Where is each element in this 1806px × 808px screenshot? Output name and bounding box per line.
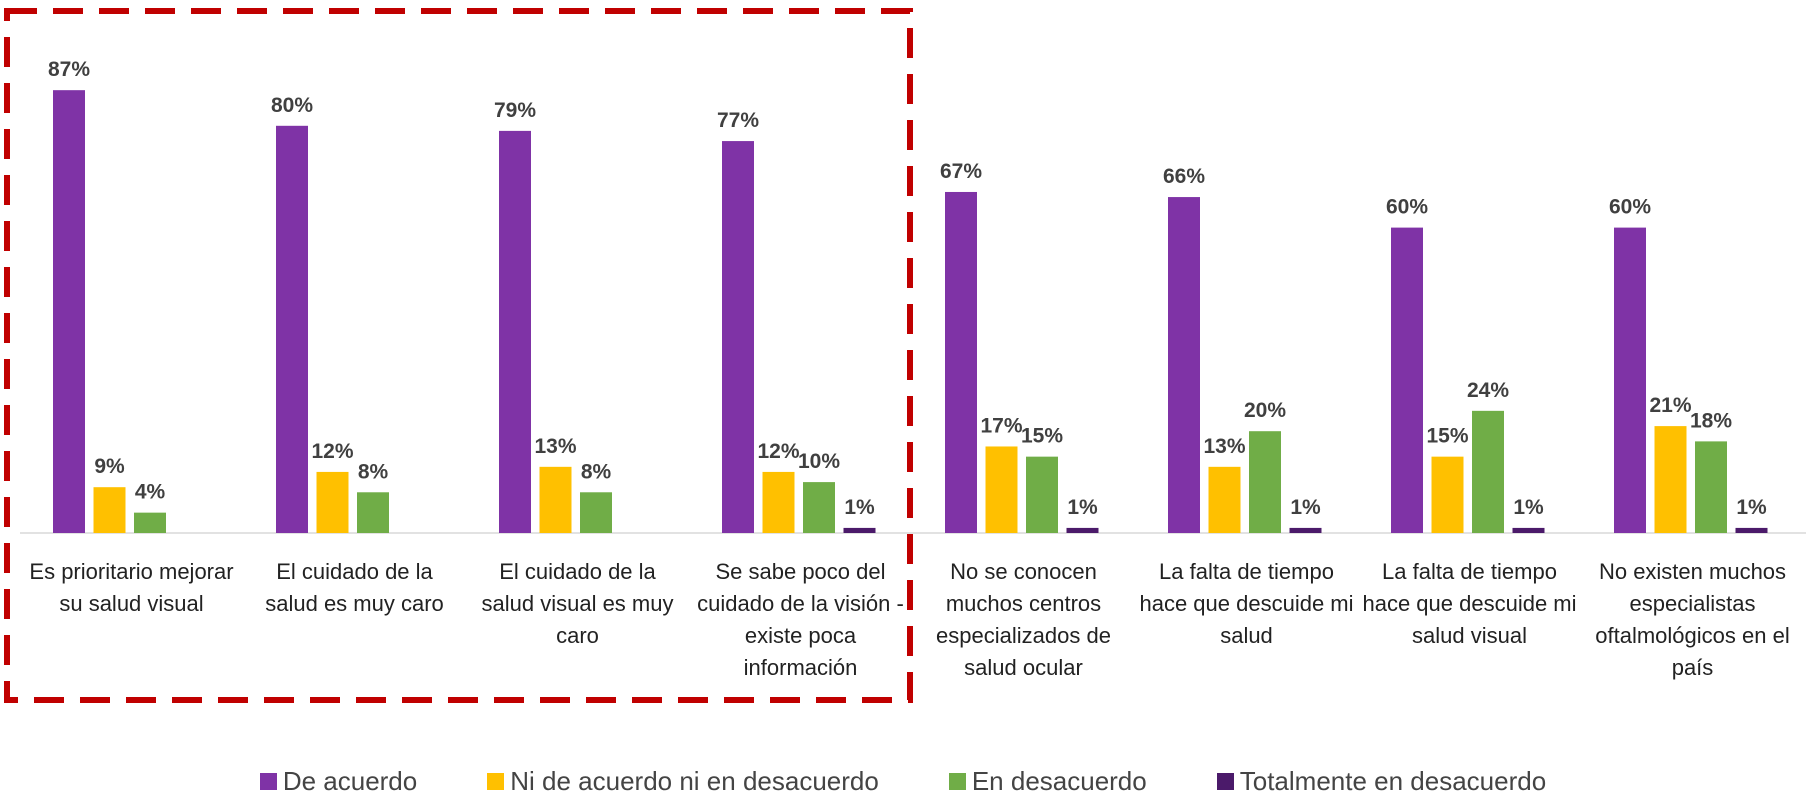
data-label: 21% bbox=[1649, 394, 1691, 417]
legend-swatch bbox=[948, 773, 966, 790]
data-label: 4% bbox=[135, 481, 166, 504]
bar bbox=[1249, 431, 1281, 533]
data-label: 15% bbox=[1426, 425, 1468, 448]
bar bbox=[580, 492, 612, 533]
bar bbox=[93, 487, 126, 533]
data-label: 79% bbox=[494, 99, 536, 122]
bar bbox=[945, 191, 977, 533]
legend-swatch bbox=[259, 773, 277, 790]
bar bbox=[539, 466, 572, 533]
bar bbox=[843, 527, 876, 533]
x-tick-label: La falta de tiempo hace que descuide mi … bbox=[1139, 559, 1354, 648]
data-label: 66% bbox=[1163, 165, 1205, 188]
legend-label: En desacuerdo bbox=[971, 766, 1147, 796]
data-label: 24% bbox=[1467, 379, 1509, 402]
data-label: 20% bbox=[1244, 399, 1286, 422]
legend-swatch bbox=[1216, 773, 1234, 790]
legend: De acuerdo Ni de acuerdo ni en desacuerdo… bbox=[0, 766, 1806, 797]
bar bbox=[134, 512, 166, 533]
data-label: 17% bbox=[980, 414, 1022, 437]
bar bbox=[1735, 527, 1768, 533]
data-label: 60% bbox=[1609, 196, 1651, 219]
bar bbox=[316, 471, 349, 533]
data-label: 87% bbox=[48, 58, 90, 81]
x-tick-label: El cuidado de la salud es muy caro bbox=[265, 559, 444, 616]
x-tick-label: La falta de tiempo hace que descuide mi … bbox=[1362, 559, 1577, 648]
legend-label: De acuerdo bbox=[282, 766, 418, 796]
legend-item: Totalmente en desacuerdo bbox=[1216, 766, 1547, 797]
legend-item: En desacuerdo bbox=[948, 766, 1147, 797]
data-label: 8% bbox=[358, 460, 389, 483]
bar bbox=[762, 471, 795, 533]
bar bbox=[985, 446, 1018, 533]
bar bbox=[1431, 456, 1464, 533]
data-label: 80% bbox=[271, 94, 313, 117]
data-label: 1% bbox=[844, 496, 875, 519]
plot: 87%9%4%80%12%8%79%13%8%77%12%10%1%67%17%… bbox=[4, 8, 1806, 703]
legend-item: Ni de acuerdo ni en desacuerdo bbox=[487, 766, 879, 797]
legend-item: De acuerdo bbox=[259, 766, 418, 797]
data-label: 1% bbox=[1290, 496, 1321, 519]
data-label: 18% bbox=[1690, 409, 1732, 432]
bar bbox=[276, 125, 308, 534]
bar bbox=[1472, 410, 1504, 533]
bar bbox=[357, 492, 389, 533]
bar bbox=[1654, 426, 1687, 533]
data-label: 67% bbox=[940, 160, 982, 183]
bar bbox=[1695, 441, 1727, 533]
x-tick-label: No existen muchos especialistas oftalmol… bbox=[1595, 559, 1790, 680]
bar bbox=[1289, 527, 1322, 533]
highlight-box bbox=[4, 8, 913, 703]
legend-label: Ni de acuerdo ni en desacuerdo bbox=[510, 766, 879, 796]
data-label: 9% bbox=[94, 455, 125, 478]
bar bbox=[1614, 227, 1646, 533]
bar bbox=[1512, 527, 1545, 533]
data-label: 15% bbox=[1021, 425, 1063, 448]
data-label: 1% bbox=[1067, 496, 1098, 519]
data-label: 12% bbox=[311, 440, 353, 463]
data-label: 1% bbox=[1736, 496, 1767, 519]
bar bbox=[803, 482, 835, 533]
data-label: 12% bbox=[757, 440, 799, 463]
data-label: 1% bbox=[1513, 496, 1544, 519]
bar bbox=[1391, 227, 1423, 533]
data-label: 13% bbox=[534, 435, 576, 458]
bar bbox=[499, 130, 531, 533]
bar bbox=[1168, 197, 1200, 533]
data-label: 13% bbox=[1203, 435, 1245, 458]
bar bbox=[1208, 466, 1241, 533]
data-label: 60% bbox=[1386, 196, 1428, 219]
data-label: 10% bbox=[798, 450, 840, 473]
bar bbox=[722, 141, 754, 533]
bar bbox=[53, 90, 85, 534]
bar bbox=[1066, 527, 1099, 533]
legend-label: Totalmente en desacuerdo bbox=[1239, 766, 1547, 796]
x-tick-label: No se conocen muchos centros especializa… bbox=[936, 559, 1111, 680]
x-tick-label: Es prioritario mejorar su salud visual bbox=[29, 559, 234, 616]
data-label: 8% bbox=[581, 460, 612, 483]
x-tick-label: Se sabe poco del cuidado de la visión - … bbox=[697, 559, 904, 680]
bar bbox=[1026, 456, 1058, 533]
legend-swatch bbox=[487, 773, 505, 790]
x-tick-label: El cuidado de la salud visual es muy car… bbox=[481, 559, 674, 648]
data-label: 77% bbox=[717, 109, 759, 132]
